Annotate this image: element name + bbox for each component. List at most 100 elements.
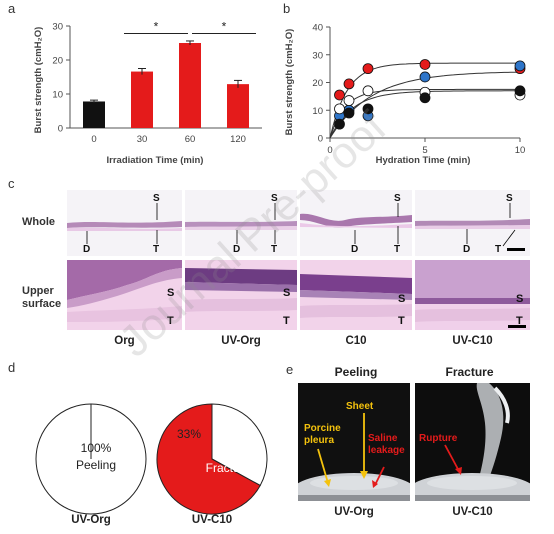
label-rupture: Rupture: [419, 433, 458, 444]
panel-a-ytick-label: 30: [52, 22, 63, 33]
mark-d-uv-org: D: [233, 244, 240, 255]
panel-c-label: c: [8, 176, 15, 191]
mark-d-c10: D: [351, 244, 358, 255]
panel-a-bar: [131, 71, 153, 128]
panel-b-point: [419, 59, 431, 70]
label-porcine-pleura: Porcine pleura: [304, 423, 341, 447]
panel-a-xtick-label: 0: [91, 134, 96, 145]
panel-b-point: [514, 60, 526, 72]
sample-label-uv-org: UV-Org: [221, 335, 261, 347]
photo-title-left: Peeling: [334, 365, 378, 379]
panel-a-bar: [179, 43, 201, 128]
panel-b-point: [514, 85, 526, 97]
panel-a-bar: [83, 101, 105, 128]
panel-b-ytick-label: 30: [312, 50, 323, 61]
panel-a-ytick-label: 20: [52, 56, 63, 67]
pie1-caption: UV-Org: [71, 514, 111, 526]
panel-b-xtick-label: 10: [515, 145, 526, 156]
sample-label-c10: C10: [345, 335, 367, 347]
pie2-percent-fracture: 67%: [224, 444, 248, 458]
pie-slice: [156, 403, 261, 515]
row-label-upper: Upper surface: [22, 285, 61, 311]
panel-b-point: [362, 63, 374, 75]
mark-s-org: S: [153, 193, 160, 204]
panel-b-xtick-label: 5: [422, 145, 427, 156]
scale-bar-whole: [507, 248, 525, 251]
panel-b-ytick-label: 0: [318, 134, 323, 145]
panel-b-point: [334, 118, 345, 130]
sample-label-uv-c10: UV-C10: [452, 335, 493, 347]
panel-a-chart: a 0 10 20 30 0 30 60 120 * * Irradiation Time (mi…: [8, 1, 262, 166]
mark-s-uv-c10: S: [506, 193, 513, 204]
photo-uv-c10: Rupture: [415, 383, 530, 501]
panel-a-sig-star: *: [154, 19, 159, 33]
panel-a-ytick-label: 10: [52, 90, 63, 101]
panel-a-ylabel: Burst strength (cmH₂O): [33, 27, 44, 134]
panel-b-point: [343, 107, 355, 119]
panel-b-ytick-label: 10: [312, 106, 323, 117]
panel-b-xlabel: Hydration Time (min): [376, 155, 471, 166]
mark-t-org: T: [153, 244, 159, 255]
mark-s-upper-org: S: [167, 287, 174, 299]
histology-upper-org: S T: [67, 260, 182, 330]
histology-whole-org: D S T: [67, 190, 182, 256]
panel-b-point: [419, 92, 431, 104]
panel-b-ytick-label: 20: [312, 78, 323, 89]
pie2-percent-peeling: 33%: [177, 427, 201, 441]
photo-title-right: Fracture: [445, 365, 494, 379]
label-porcine: Porcine: [304, 423, 341, 434]
panel-b-xtick-label: 0: [327, 145, 332, 156]
scale-bar-upper: [508, 325, 526, 328]
panel-b-point: [334, 103, 345, 115]
label-leakage: leakage: [368, 445, 405, 456]
histology-upper-uv-c10: S T: [415, 260, 530, 330]
label-saline-leakage: Saline leakage: [368, 433, 405, 457]
mark-t-upper-uv-c10: T: [516, 315, 523, 327]
mark-s-upper-uv-org: S: [283, 287, 290, 299]
panel-a-sig-star: *: [222, 19, 227, 33]
panel-a-xtick-label: 120: [230, 134, 246, 145]
panel-d-label: d: [8, 360, 15, 375]
label-pleura: pleura: [304, 435, 335, 446]
mark-s-upper-c10: S: [398, 293, 405, 305]
photo-caption-left: UV-Org: [334, 506, 374, 518]
panel-b-point: [334, 89, 345, 101]
panel-b-label: b: [283, 1, 290, 16]
panel-d-charts: d 100% Peeling UV-Org 33% 67% Fracture U…: [8, 360, 268, 526]
mark-t-uv-org: T: [271, 244, 277, 255]
mark-d-uv-c10: D: [463, 244, 470, 255]
sample-label-org: Org: [114, 335, 135, 347]
pie2-caption: UV-C10: [192, 514, 232, 526]
mark-t-c10: T: [394, 244, 400, 255]
pie-slice: [211, 403, 268, 487]
pie1-label: Peeling: [76, 458, 116, 472]
histology-whole-uv-org: D S T: [185, 190, 297, 256]
mark-t-upper-uv-org: T: [283, 315, 290, 327]
panel-a-label: a: [8, 1, 16, 16]
label-saline: Saline: [368, 433, 398, 444]
panel-a-bar: [227, 84, 249, 128]
panel-b-chart: b 0 10 20 30 40 0 5 10 Hydration Time (min) Bur…: [283, 1, 526, 166]
mark-s-c10: S: [394, 193, 401, 204]
mark-t-upper-org: T: [167, 315, 174, 327]
row-label-upper-line2: surface: [22, 298, 62, 310]
panel-b-point: [343, 78, 355, 90]
panel-b-point: [362, 103, 374, 115]
histology-whole-uv-c10: D S T: [415, 190, 530, 256]
panel-b-ytick-label: 40: [312, 23, 323, 34]
photo-caption-right: UV-C10: [452, 506, 493, 518]
panel-b-point: [419, 71, 431, 83]
mark-s-uv-org: S: [271, 193, 278, 204]
mark-t-upper-c10: T: [398, 315, 405, 327]
row-label-whole: Whole: [22, 216, 55, 228]
row-label-upper-line1: Upper: [22, 285, 54, 297]
panel-a-xtick-label: 30: [137, 134, 148, 145]
panel-e-label: e: [286, 362, 294, 377]
mark-d-org: D: [83, 244, 90, 255]
histology-upper-c10: S T: [300, 260, 412, 330]
histology-whole-c10: D S T: [300, 190, 412, 256]
panel-b-ylabel: Burst strength (cmH₂O): [284, 29, 295, 136]
panel-b-point: [362, 85, 374, 97]
label-sheet: Sheet: [346, 401, 374, 412]
mark-t-uv-c10: T: [495, 244, 501, 255]
